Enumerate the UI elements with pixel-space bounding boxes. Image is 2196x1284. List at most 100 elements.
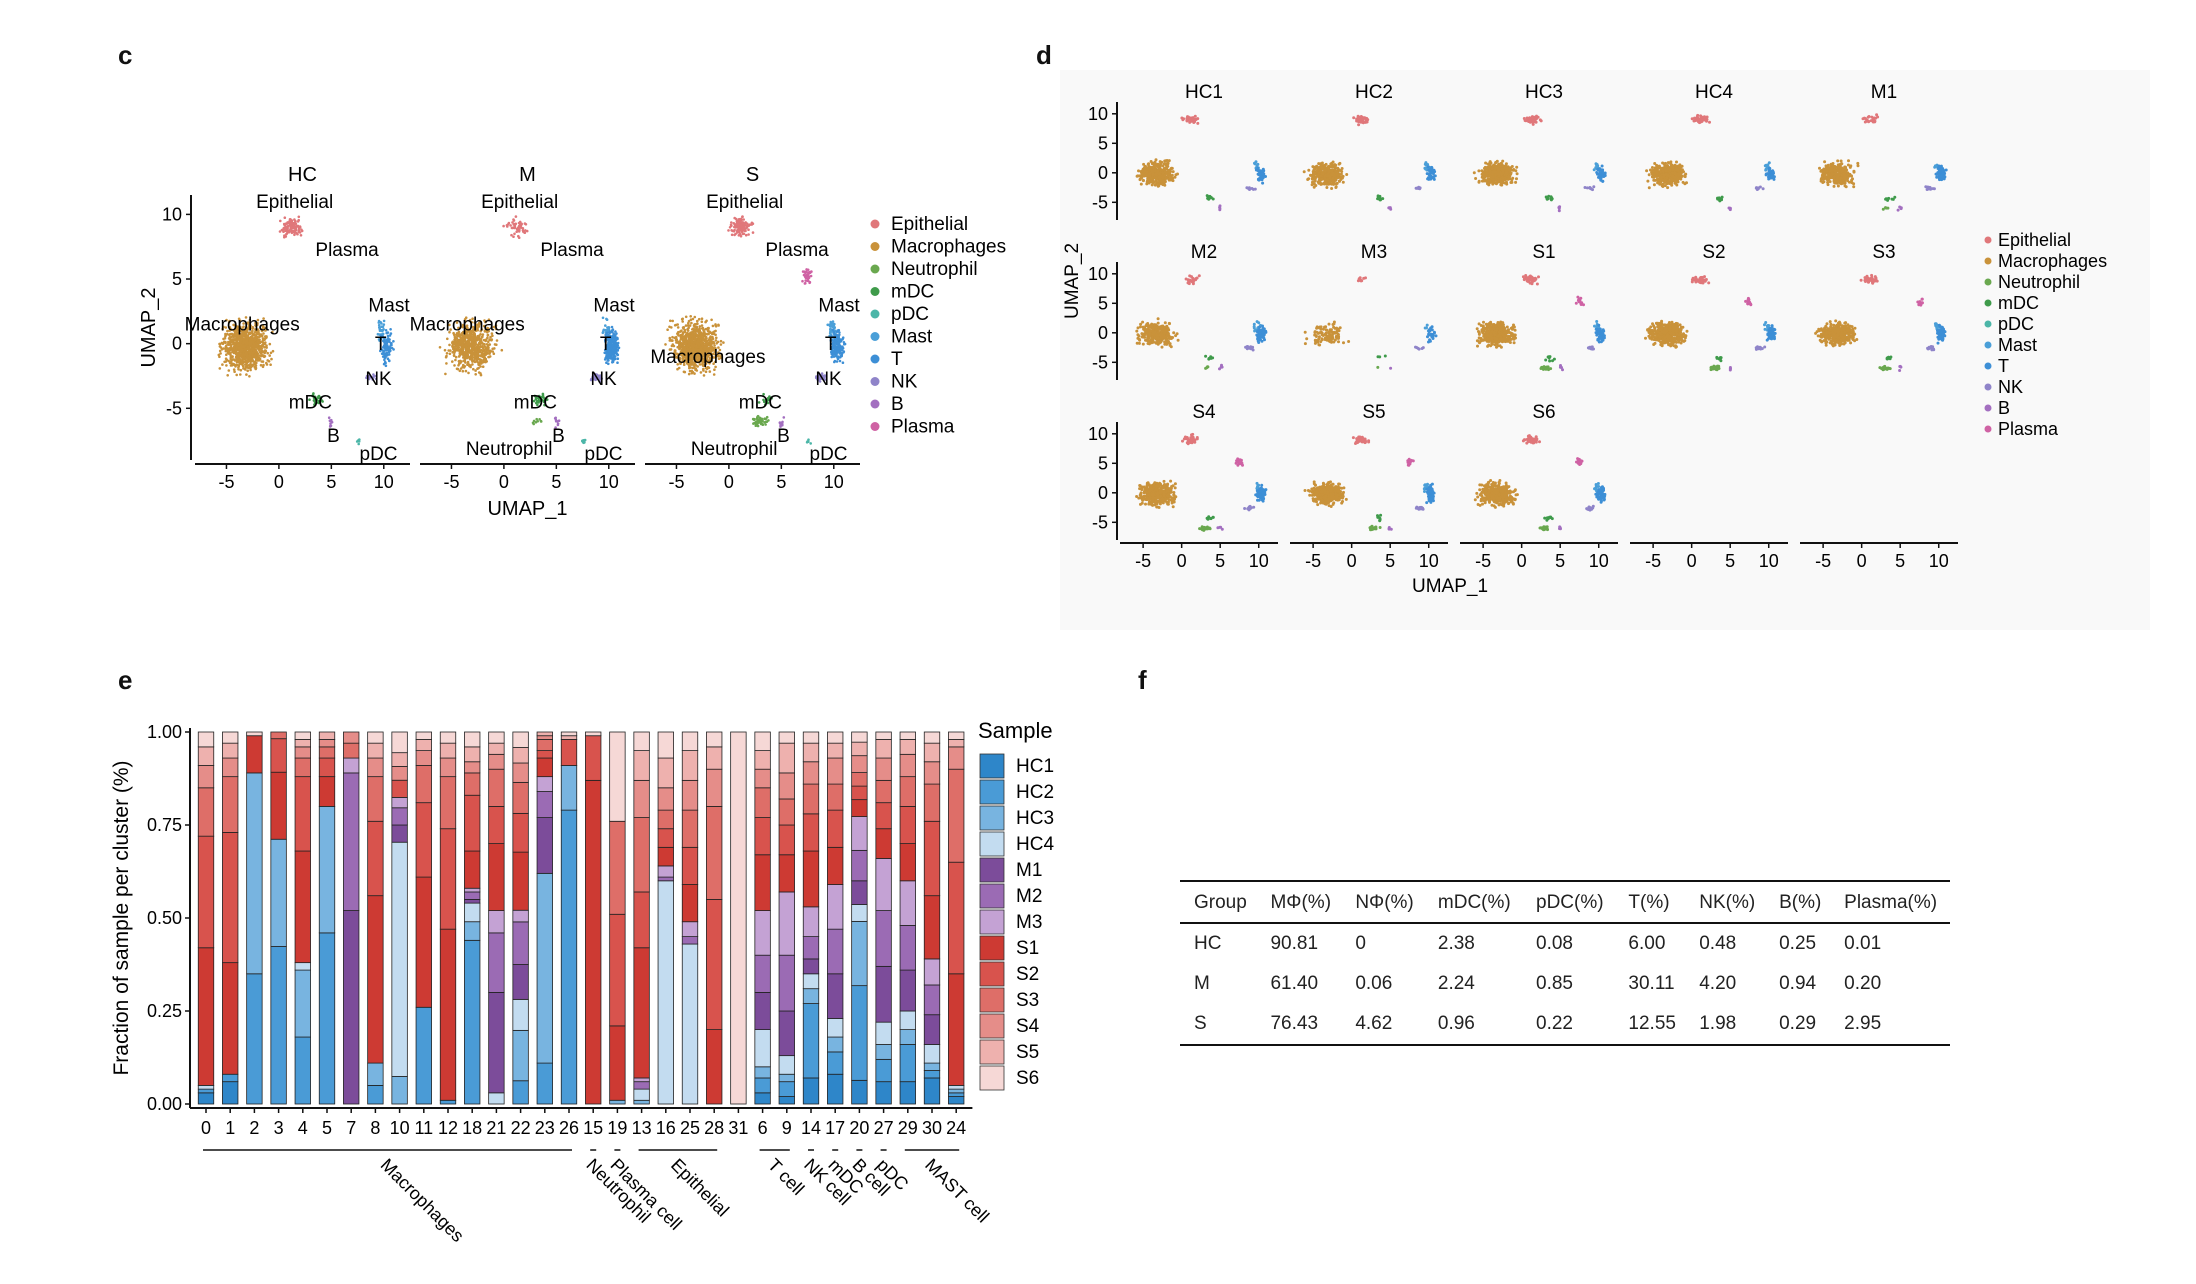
cluster-label-epithelial: Epithelial	[256, 192, 333, 213]
bar-segment-s3	[899, 776, 916, 807]
panel-d-col1-x-tick-label: -5	[1305, 551, 1321, 571]
bar-segment-hc3	[464, 921, 481, 941]
bar-segment-hc4	[633, 1088, 650, 1101]
bar-segment-s5	[778, 742, 795, 774]
umap-d-s3-cluster-mast	[1933, 322, 1941, 333]
cluster-label-t: T	[600, 334, 612, 355]
umap-d-m1-cluster-t	[1934, 164, 1948, 182]
bar-segment-m1	[391, 824, 408, 843]
umap-facet-m3	[1303, 276, 1438, 370]
umap-d-m1-cluster-neutrophil	[1881, 206, 1890, 211]
bar-cluster-22	[512, 731, 529, 1105]
bar-segment-s1	[512, 851, 529, 911]
bar-segment-s6	[294, 731, 311, 740]
umap-d-hc1-cluster-epithelial	[1180, 114, 1200, 125]
bar-segment-s3	[802, 783, 820, 815]
umap-d-hc1-cluster-nk	[1245, 186, 1257, 191]
cluster-label-plasma: Plasma	[765, 240, 829, 261]
bar-segment-hc3	[802, 988, 820, 1004]
bar-segment-s2	[367, 820, 384, 897]
panel-d-col3-x-tick-label: -5	[1645, 551, 1661, 571]
umap-d-s6-cluster-nk	[1585, 504, 1595, 512]
x-axis-title: UMAP_1	[1412, 576, 1488, 597]
bar-segment-s1	[318, 776, 336, 807]
legend-label-s5: S5	[1016, 1042, 1039, 1063]
bar-segment-hc3	[899, 1029, 916, 1045]
legend-label-pdc: pDC	[891, 304, 929, 325]
bar-segment-m3	[657, 865, 674, 878]
umap-d-s4-cluster-epithelial	[1181, 432, 1199, 446]
y-tick-label: 0.75	[147, 815, 182, 835]
facet-title-s5: S5	[1362, 402, 1385, 423]
table-row: HC 90.81 0 2.38 0.08 6.00 0.48 0.25 0.01	[1180, 923, 1950, 964]
umap-d-s5-cluster-t	[1425, 482, 1436, 505]
umap-c-s-cluster-epithelial	[727, 215, 755, 238]
bar-segment-m3	[681, 921, 699, 938]
bar-segment-s3	[367, 776, 384, 822]
bar-segment-s6	[222, 731, 239, 744]
bar-segment-hc3	[609, 1099, 626, 1105]
umap-c-s-cluster-t	[829, 328, 847, 364]
bar-segment-s2	[560, 739, 578, 766]
table-cell: 2.38	[1437, 933, 1475, 954]
table-header-cell: T(%)	[1614, 880, 1686, 924]
bar-segment-s2	[948, 861, 965, 975]
bar-segment-m1	[536, 817, 553, 874]
panel-d-row1-y-tick-label: -5	[1092, 352, 1108, 372]
table-header-cell: B(%)	[1765, 880, 1831, 924]
bar-segment-hc2	[512, 1080, 529, 1105]
bar-segment-s2	[222, 832, 239, 964]
x-tick-label: 15	[583, 1118, 603, 1138]
umap-c-hc-cluster-pdc	[355, 438, 361, 446]
cluster-label-macrophages: Macrophages	[185, 315, 300, 336]
umap-d-s3-cluster-b	[1898, 364, 1903, 372]
cluster-label-mast: Mast	[593, 295, 635, 316]
bar-segment-m3	[802, 906, 820, 937]
bar-segment-s4	[778, 772, 795, 800]
bar-segment-s3	[827, 783, 844, 811]
bar-segment-s3	[923, 783, 941, 822]
bar-cluster-9	[778, 731, 795, 1105]
bar-segment-s2	[778, 824, 795, 856]
panel-d-row1-y-tick-label: 10	[1088, 264, 1108, 284]
bar-segment-s6	[560, 731, 578, 737]
bar-segment-hc2	[415, 1006, 432, 1105]
bar-segment-hc3	[270, 838, 287, 947]
group-label-t-cell: T cell	[764, 1155, 808, 1199]
panel-d-row2-y-tick-label: 10	[1088, 424, 1108, 444]
table-cell: 76.43	[1256, 1004, 1342, 1046]
bar-segment-s5	[706, 746, 723, 770]
bar-segment-s3	[657, 809, 674, 830]
bar-segment-hc1	[802, 1077, 820, 1105]
bar-segment-s4	[318, 739, 336, 748]
y-tick-label: 0.00	[147, 1094, 182, 1114]
umap-d-s5-cluster-neutrophil	[1368, 524, 1382, 532]
table-cell: 0	[1355, 933, 1366, 954]
bar-segment-s1	[197, 947, 215, 1086]
panel-d-col2-x-tick-label: 5	[1555, 551, 1565, 571]
bar-cluster-24	[948, 731, 965, 1105]
bar-segment-s6	[633, 731, 650, 752]
bar-segment-s5	[391, 752, 408, 767]
bar-cluster-26	[560, 731, 578, 1105]
legend-dot-pdc	[870, 309, 880, 319]
bar-segment-s3	[706, 806, 723, 900]
bar-segment-s2	[754, 817, 771, 856]
bar-segment-s5	[948, 739, 965, 748]
bar-segment-s5	[657, 757, 674, 789]
bar-segment-hc3	[294, 969, 311, 1038]
umap-d-hc3-cluster-mdc	[1544, 194, 1554, 202]
cluster-label-epithelial: Epithelial	[706, 192, 783, 213]
bar-segment-s6	[512, 731, 529, 748]
bar-segment-s2	[318, 757, 336, 778]
bar-segment-s3	[948, 768, 965, 863]
umap-d-hc1-cluster-macrophages	[1135, 158, 1179, 188]
facet-title-m1: M1	[1871, 82, 1897, 103]
umap-d-s3-cluster-macrophages	[1814, 319, 1859, 348]
bar-segment-m2	[802, 936, 820, 960]
bar-segment-hc2	[802, 1003, 820, 1079]
umap-d-s4-cluster-macrophages	[1135, 479, 1178, 509]
legend-label-s1: S1	[1016, 938, 1039, 959]
bar-segment-hc3	[318, 806, 336, 934]
bar-segment-s6	[827, 731, 844, 744]
